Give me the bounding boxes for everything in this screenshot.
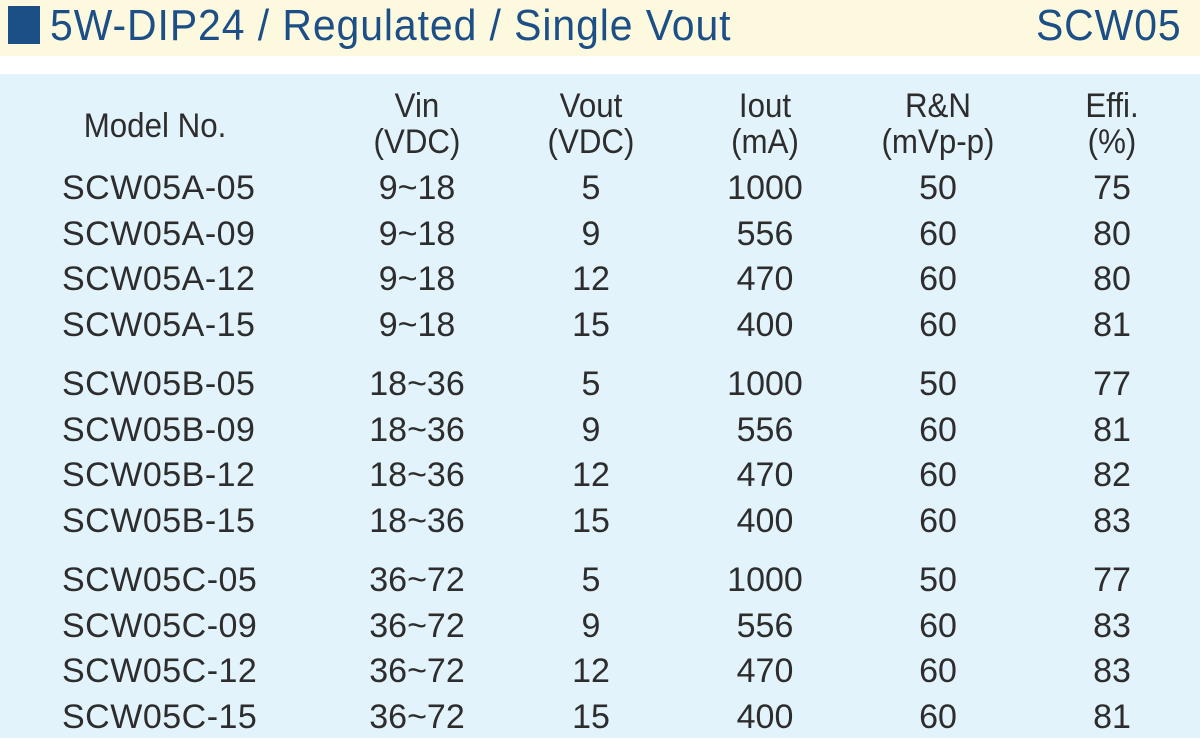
cell-efficiency: 77	[1093, 365, 1131, 403]
cell-vin: 9~18	[378, 305, 456, 344]
column-header-efficiency: Effi. (%)	[1085, 87, 1139, 161]
cell-noise: 60	[919, 456, 957, 494]
header-spacer	[0, 56, 1200, 74]
cell-vin: 18~36	[369, 456, 465, 494]
cell-vout: 9	[581, 214, 601, 253]
page-header: 5W-DIP24 / Regulated / Single Vout SCW05	[0, 0, 1200, 56]
cell-noise: 60	[919, 305, 957, 344]
cell-iout: 556	[736, 214, 794, 253]
header-accent-square	[8, 6, 40, 44]
cell-iout: 470	[736, 456, 794, 494]
table-row: SCW05A-12 9~18 12 470 60 80	[0, 257, 1200, 301]
cell-vin: 9~18	[378, 260, 456, 298]
table-row: SCW05A-15 9~18 15 400 60 81	[0, 303, 1200, 347]
table-row: SCW05C-05 36~72 5 1000 50 77	[0, 558, 1200, 602]
table-row: SCW05A-09 9~18 9 556 60 80	[0, 212, 1200, 256]
cell-noise: 60	[919, 260, 957, 298]
cell-iout: 556	[736, 410, 794, 449]
column-header-model: Model No.	[83, 107, 227, 145]
cell-vout: 5	[581, 561, 601, 599]
cell-iout: 400	[736, 697, 794, 736]
cell-vout: 9	[581, 410, 601, 449]
cell-model: SCW05B-12	[62, 456, 256, 494]
cell-model: SCW05A-15	[62, 305, 256, 344]
cell-iout: 1000	[727, 365, 803, 403]
cell-vin: 9~18	[378, 169, 456, 207]
column-header-iout: Iout (mA)	[731, 87, 799, 161]
column-header-vin: Vin (VDC)	[373, 87, 461, 161]
table-row: SCW05C-12 36~72 12 470 60 83	[0, 649, 1200, 693]
table-row: SCW05B-09 18~36 9 556 60 81	[0, 408, 1200, 452]
cell-vout: 12	[572, 260, 610, 298]
cell-efficiency: 83	[1093, 606, 1131, 645]
cell-vin: 18~36	[369, 501, 465, 540]
table-row: SCW05B-12 18~36 12 470 60 82	[0, 453, 1200, 497]
cell-noise: 50	[919, 169, 957, 207]
table-row: SCW05B-05 18~36 5 1000 50 77	[0, 362, 1200, 406]
cell-iout: 556	[736, 606, 794, 645]
column-header-noise: R&N (mVp-p)	[881, 87, 995, 161]
cell-vout: 15	[572, 305, 610, 344]
table-row: SCW05B-15 18~36 15 400 60 83	[0, 499, 1200, 543]
cell-iout: 1000	[727, 169, 803, 207]
cell-iout: 1000	[727, 561, 803, 599]
cell-vin: 18~36	[369, 410, 465, 449]
cell-noise: 50	[919, 365, 957, 403]
cell-vin: 36~72	[369, 606, 465, 645]
cell-iout: 470	[736, 652, 794, 690]
cell-efficiency: 80	[1093, 214, 1131, 253]
cell-efficiency: 81	[1093, 697, 1131, 736]
page-title: 5W-DIP24 / Regulated / Single Vout	[50, 1, 732, 50]
cell-vin: 36~72	[369, 561, 465, 599]
cell-model: SCW05C-12	[62, 652, 258, 690]
cell-vout: 15	[572, 501, 610, 540]
cell-noise: 60	[919, 606, 957, 645]
cell-efficiency: 83	[1093, 501, 1131, 540]
cell-noise: 50	[919, 561, 957, 599]
cell-noise: 60	[919, 697, 957, 736]
table-row: SCW05C-09 36~72 9 556 60 83	[0, 604, 1200, 648]
table-row: SCW05C-15 36~72 15 400 60 81	[0, 695, 1200, 739]
cell-noise: 60	[919, 410, 957, 449]
cell-vout: 12	[572, 652, 610, 690]
cell-efficiency: 83	[1093, 652, 1131, 690]
cell-efficiency: 81	[1093, 305, 1131, 344]
cell-model: SCW05C-09	[62, 606, 258, 645]
cell-noise: 60	[919, 214, 957, 253]
cell-efficiency: 80	[1093, 260, 1131, 298]
cell-vin: 18~36	[369, 365, 465, 403]
cell-vout: 12	[572, 456, 610, 494]
cell-vin: 36~72	[369, 697, 465, 736]
cell-model: SCW05C-05	[62, 561, 258, 599]
cell-iout: 470	[736, 260, 794, 298]
series-name: SCW05	[1036, 1, 1182, 50]
cell-vout: 9	[581, 606, 601, 645]
cell-vout: 15	[572, 697, 610, 736]
cell-vin: 36~72	[369, 652, 465, 690]
table-row: SCW05A-05 9~18 5 1000 50 75	[0, 166, 1200, 210]
cell-noise: 60	[919, 652, 957, 690]
cell-model: SCW05B-09	[62, 410, 256, 449]
cell-vin: 9~18	[378, 214, 456, 253]
cell-iout: 400	[736, 305, 794, 344]
cell-model: SCW05A-12	[62, 260, 256, 298]
cell-model: SCW05A-09	[62, 214, 256, 253]
cell-iout: 400	[736, 501, 794, 540]
cell-efficiency: 77	[1093, 561, 1131, 599]
cell-vout: 5	[581, 169, 601, 207]
spec-table: Model No. Vin (VDC) Vout (VDC) Iout (mA)…	[0, 74, 1200, 738]
column-header-vout: Vout (VDC)	[547, 87, 635, 161]
cell-efficiency: 81	[1093, 410, 1131, 449]
cell-model: SCW05B-15	[62, 501, 256, 540]
cell-efficiency: 82	[1093, 456, 1131, 494]
cell-efficiency: 75	[1093, 169, 1131, 207]
cell-model: SCW05A-05	[62, 169, 256, 207]
cell-model: SCW05B-05	[62, 365, 256, 403]
cell-vout: 5	[581, 365, 601, 403]
cell-noise: 60	[919, 501, 957, 540]
cell-model: SCW05C-15	[62, 697, 258, 736]
